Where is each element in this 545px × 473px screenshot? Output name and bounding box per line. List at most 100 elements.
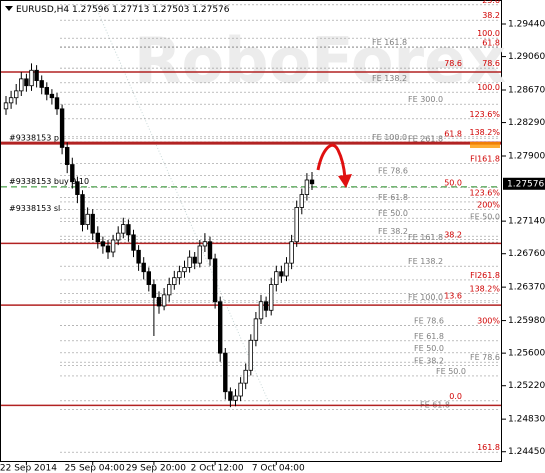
level-label: 38.2 [444, 231, 462, 240]
candle-body [279, 271, 284, 277]
watermark: RoboForex [134, 24, 506, 97]
candle-body [24, 78, 29, 87]
header: EURUSD,H4 1.27596 1.27713 1.27503 1.2757… [16, 5, 230, 15]
candle-body [34, 69, 39, 81]
level-label: FE 78.6 [378, 166, 408, 175]
y-tick-label: 1.26760 [508, 249, 545, 259]
order-label: #9338153 buy 0.10 [9, 177, 89, 186]
candle-body [13, 90, 19, 99]
level-label: FE 138.2 [372, 74, 407, 83]
level-label: FE 261.8 [408, 135, 443, 144]
level-label: 13.6 [444, 292, 462, 301]
level-label: 100.0 [477, 29, 500, 38]
level-label: 123.6% [469, 189, 500, 198]
level-label: FE 50.0 [436, 367, 466, 376]
candle-body [116, 232, 121, 241]
candle-body [105, 245, 111, 253]
candle-body [309, 179, 315, 185]
level-label: FE 61.8 [378, 193, 408, 202]
highlight-band [470, 142, 500, 148]
y-tick-label: 1.25980 [508, 316, 545, 326]
level-label: FE 100.0 [372, 133, 407, 142]
candle-body [151, 284, 157, 298]
candle-body [202, 241, 208, 247]
level-label: FE 50.0 [470, 213, 500, 222]
level-label: FE 78.6 [470, 353, 500, 362]
order-label: #9338153 p [9, 134, 59, 143]
candle-body [238, 382, 243, 397]
candle-body [294, 207, 299, 243]
candle-body [197, 245, 202, 264]
candle-body [187, 256, 192, 268]
candle-body [258, 301, 264, 320]
candle-body [253, 318, 259, 341]
level-label: FI261.8 [470, 271, 500, 280]
forecast-arrow [316, 143, 347, 179]
candle-body [75, 181, 80, 195]
y-tick-label: 1.24830 [508, 415, 545, 425]
level-label: FE 138.2 [408, 257, 443, 266]
candle-body [136, 249, 141, 264]
candle-body [228, 391, 233, 401]
candle-body [248, 339, 253, 371]
level-label: 138.2% [469, 285, 500, 294]
menu-triangle [5, 6, 13, 11]
close-value: 1.27576 [192, 5, 229, 15]
level-label: 78.6 [444, 59, 462, 68]
level-label: FE 38.2 [378, 227, 408, 236]
plot-frame [0, 0, 502, 462]
order-label: #9338153 sl [9, 204, 60, 213]
level-label: 200% [477, 201, 500, 210]
candle-body [44, 87, 49, 95]
candle-body [121, 224, 126, 234]
candle-body [90, 213, 95, 234]
candle-body [70, 164, 75, 183]
candle-body [126, 224, 131, 236]
level-label: FE 38.2 [414, 357, 444, 366]
y-tick-label: 1.28670 [508, 86, 545, 96]
level-label: 78.6 [482, 59, 500, 68]
x-tick-label: 25 Sep 04:00 [65, 464, 125, 473]
x-tick-label: 7 Oct 04:00 [252, 464, 305, 473]
level-label: FE 50.0 [378, 209, 408, 218]
candle-body [65, 147, 70, 165]
open-value: 1.27596 [72, 5, 109, 15]
level-label: FE 50.0 [414, 344, 444, 353]
level-label: 100.0 [477, 83, 500, 92]
x-tick-label: 29 Sep 20:00 [126, 464, 186, 473]
candle-body [223, 352, 228, 393]
candle-body [110, 239, 116, 253]
y-tick-label: 1.26370 [508, 283, 545, 293]
price-label: 1.27576 [507, 179, 544, 189]
candle-body [284, 262, 289, 277]
low-value: 1.27503 [152, 5, 189, 15]
candle-body [95, 232, 100, 243]
candle-body [39, 80, 44, 88]
level-label: 300% [477, 316, 500, 325]
candle-body [59, 108, 65, 148]
candle-body [19, 78, 24, 92]
y-tick-label: 1.27140 [508, 217, 545, 227]
candle-body [3, 102, 9, 110]
level-label: 38.2 [482, 11, 500, 20]
y-tick-label: 1.25600 [508, 349, 545, 359]
candle-body [8, 97, 14, 104]
symbol: EURUSD,H4 [16, 5, 69, 15]
level-label: FE 300.0 [408, 95, 443, 104]
level-label: 61.8 [444, 130, 462, 139]
y-tick-label: 1.28290 [508, 118, 545, 128]
candle-body [146, 271, 151, 285]
candle-body [166, 284, 172, 296]
candle-body [304, 179, 310, 195]
candle-body [217, 301, 223, 354]
candle-body [212, 258, 218, 303]
candle-body [192, 256, 197, 264]
candle-body [131, 234, 136, 251]
candle-body [80, 194, 85, 225]
y-tick-label: 1.29440 [508, 20, 545, 30]
candle-body [29, 69, 34, 87]
candle-body [85, 213, 90, 225]
candle-body [274, 271, 279, 285]
level-label: 161.8 [477, 443, 500, 452]
y-tick-label: 1.27900 [508, 152, 545, 162]
